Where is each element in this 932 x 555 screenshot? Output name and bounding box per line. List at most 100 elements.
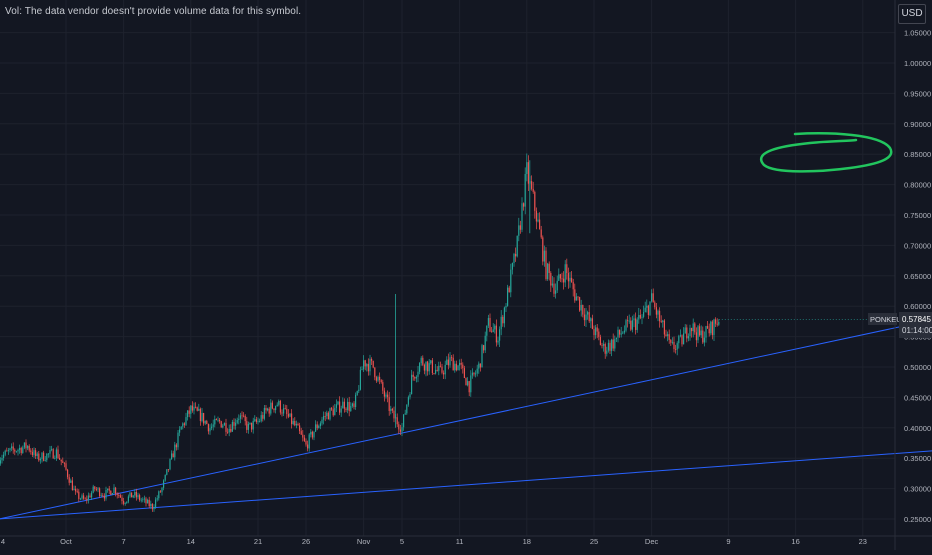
candle-body [302,434,304,438]
candle-body [657,310,659,315]
candle-body [687,336,689,339]
candle-body [251,422,253,430]
candle-body [22,447,24,453]
candle-body [83,495,85,499]
candle-body [623,330,625,333]
time-tick-label: 9 [726,537,730,546]
currency-button[interactable]: USD [898,4,926,24]
candle-body [54,458,56,459]
candle-body [270,402,272,414]
candle-body [359,369,361,390]
candle-body [67,469,69,478]
candle-body [203,412,205,424]
candle-body [167,469,169,471]
candle-body [191,405,193,411]
candle-body [515,253,517,257]
candle-body [295,424,297,426]
candle-body [508,287,510,293]
candle-body [19,447,21,450]
candle-body [607,342,609,351]
candle-body [470,375,472,393]
candle-body [659,310,661,322]
price-tick-label: 0.75000 [904,211,931,220]
price-tick-label: 0.25000 [904,515,931,524]
candle-body [35,450,37,456]
candle-body [103,496,105,499]
candle-body [423,364,425,371]
candle-body [371,359,373,361]
time-axis[interactable]: 4 Oct 7 14 21 26 Nov 5 11 18 25 Dec 9 16 23 [0,535,932,546]
candle-body [311,431,313,438]
candle-body [635,318,637,330]
candle-body [219,419,221,422]
candle-body [292,420,294,425]
candle-body [41,452,43,459]
candle-body [417,371,419,377]
grid-lines [0,0,895,536]
candle-body [511,263,513,270]
candle-body [321,419,323,424]
candle-body [102,495,104,497]
time-tick-label: 23 [859,537,867,546]
candle-body [59,457,61,460]
candle-body [636,319,638,330]
price-label-value: 0.57845 [902,315,931,324]
candle-body [574,289,576,301]
price-axis[interactable]: 1.05000 1.00000 0.95000 0.90000 0.85000 0.800… [894,0,931,550]
candle-body [579,297,581,311]
candle-body [163,480,165,488]
candle-body [475,373,477,375]
candle-body [121,497,123,502]
candle-body [342,401,344,409]
candle-body [329,408,331,420]
candle-body [684,327,686,334]
candle-body [662,320,664,323]
candle-body [222,425,224,428]
candle-body [33,450,35,456]
candle-body [652,293,654,303]
circle-annotation[interactable] [760,132,893,173]
candle-body [262,415,264,419]
candle-body [0,460,2,464]
candle-body [479,363,481,368]
time-tick-label: 25 [590,537,598,546]
candle-body [46,453,48,461]
annotation-stroke[interactable] [760,132,893,173]
candle-body [473,372,475,375]
candle-body [246,421,248,430]
candle-body [379,376,381,381]
candle-body [611,339,613,351]
candle-body [460,362,462,365]
candle-body [527,162,529,184]
candle-body [187,410,189,418]
candle-body [123,501,125,504]
candle-body [587,312,589,315]
candle-body [452,357,454,371]
candle-body [153,507,155,510]
candle-body [227,431,229,433]
candle-body [695,332,697,341]
candle-body [519,225,521,230]
price-tick-label: 0.50000 [904,363,931,372]
candle-body [627,320,629,322]
candle-body [326,412,328,417]
candle-body [151,503,153,510]
candle-body [620,333,622,335]
candle-body [132,495,134,498]
price-tick-label: 0.65000 [904,272,931,281]
candle-body [134,491,136,496]
trendline[interactable] [0,318,932,520]
price-tick-label: 0.60000 [904,302,931,311]
trendline[interactable] [0,450,932,520]
candle-body [476,368,478,374]
candle-body [646,305,648,308]
candle-body [364,360,366,367]
candle-body [252,420,254,430]
candle-body [78,491,80,499]
candle-body [631,320,633,330]
candle-body [436,369,438,371]
candle-body [51,449,53,451]
candle-body [199,408,201,422]
